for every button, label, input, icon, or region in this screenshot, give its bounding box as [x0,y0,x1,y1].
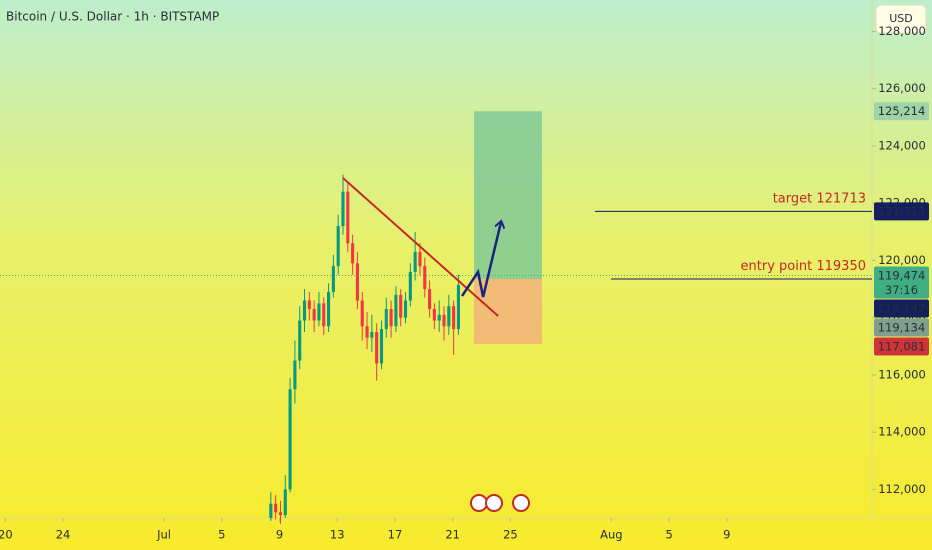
event-icon[interactable] [470,494,488,512]
candle-body [278,512,283,516]
candle-body [283,489,287,516]
candle-body [274,503,278,513]
price-badge-label: 119,134 [878,320,926,334]
candle-body [312,309,316,321]
candle-body [394,294,398,327]
profit-zone [474,111,542,280]
candle-body [447,306,451,327]
line-label-value: 121713 [816,191,866,206]
line-label: entry point 119350 [741,259,866,274]
price-badge [874,318,929,337]
price-badge-label: 117,081 [878,339,926,353]
price-badge [874,266,929,299]
candle-body [341,191,345,227]
candle-body [298,320,302,361]
event-icon[interactable] [485,494,503,512]
candle-body [331,266,335,292]
line-label-text: entry point [741,259,813,274]
candle-body [418,251,422,267]
chart-title: Bitcoin / U.S. Dollar · 1h · BITSTAMP [6,10,219,24]
candle-body [317,303,321,321]
candle-body [370,331,374,338]
candle-body [375,331,379,364]
candle-body [452,306,456,330]
candle-body [437,314,441,321]
x-tick-label: 13 [330,528,345,542]
price-badge [874,299,929,318]
y-tick-label: 114,000 [878,425,926,439]
y-tick-label: 126,000 [878,81,926,95]
price-badge [874,202,929,221]
x-tick-label: 17 [388,528,403,542]
line-label: target 121713 [773,191,866,206]
candle-body [428,289,432,310]
candle-body [355,263,359,301]
candle-body [384,309,388,330]
candle-body [432,309,436,321]
y-tick-label: 112,000 [878,482,926,496]
candle-body [336,226,340,267]
x-tick-label: 21 [445,528,460,542]
trendline [342,177,499,317]
candle-body [442,314,446,327]
candle-body [365,326,369,338]
y-tick-label: 116,000 [878,367,926,381]
candle-body [379,329,384,364]
price-badge-countdown: 37:16 [885,283,918,297]
x-tick-label: 20 [0,528,13,542]
y-tick-label: 120,000 [878,253,926,267]
candle-body [351,243,355,264]
candle-body [327,291,331,327]
x-tick-label: 9 [723,528,730,542]
candle-body [399,294,403,318]
candle-body [288,389,292,490]
price-badge-label: 125,214 [878,104,926,118]
candle-body [346,191,350,244]
candle-body [269,503,273,518]
candle-body [307,300,311,310]
x-tick-label: Jul [156,528,171,542]
price-badge-label: 119,147 [878,301,926,315]
candle-body [403,300,408,318]
currency-button[interactable] [875,4,927,34]
candle-body [423,266,427,290]
candle-body [302,300,307,321]
event-icon[interactable] [512,494,530,512]
candle-body [413,251,417,272]
x-tick-label: 5 [218,528,225,542]
candle-body [322,303,326,327]
candle-body [360,300,364,327]
y-tick-label: 128,000 [878,24,926,38]
price-badge [874,337,929,356]
x-tick-label: 24 [56,528,71,542]
plot: target 121713 entry point 119350 [0,111,872,524]
price-badge-label: 119,474 [878,268,926,282]
candle-body [456,284,461,330]
line-label-value: 119350 [816,259,866,274]
line-label-text: target [773,191,813,206]
candle-body [389,309,393,327]
x-tick-label: Aug [600,528,622,542]
price-badge-label: 121,713 [878,204,926,218]
x-tick-label: 5 [665,528,672,542]
event-icons [470,494,530,512]
candle-body [293,360,297,390]
x-tick-label: 9 [276,528,283,542]
x-tick-label: 25 [503,528,518,542]
arrow [461,222,501,298]
price-badge [874,102,929,121]
y-tick-label: 124,000 [878,138,926,152]
currency-button-label[interactable]: USD [889,12,913,25]
candle-body [408,271,412,301]
